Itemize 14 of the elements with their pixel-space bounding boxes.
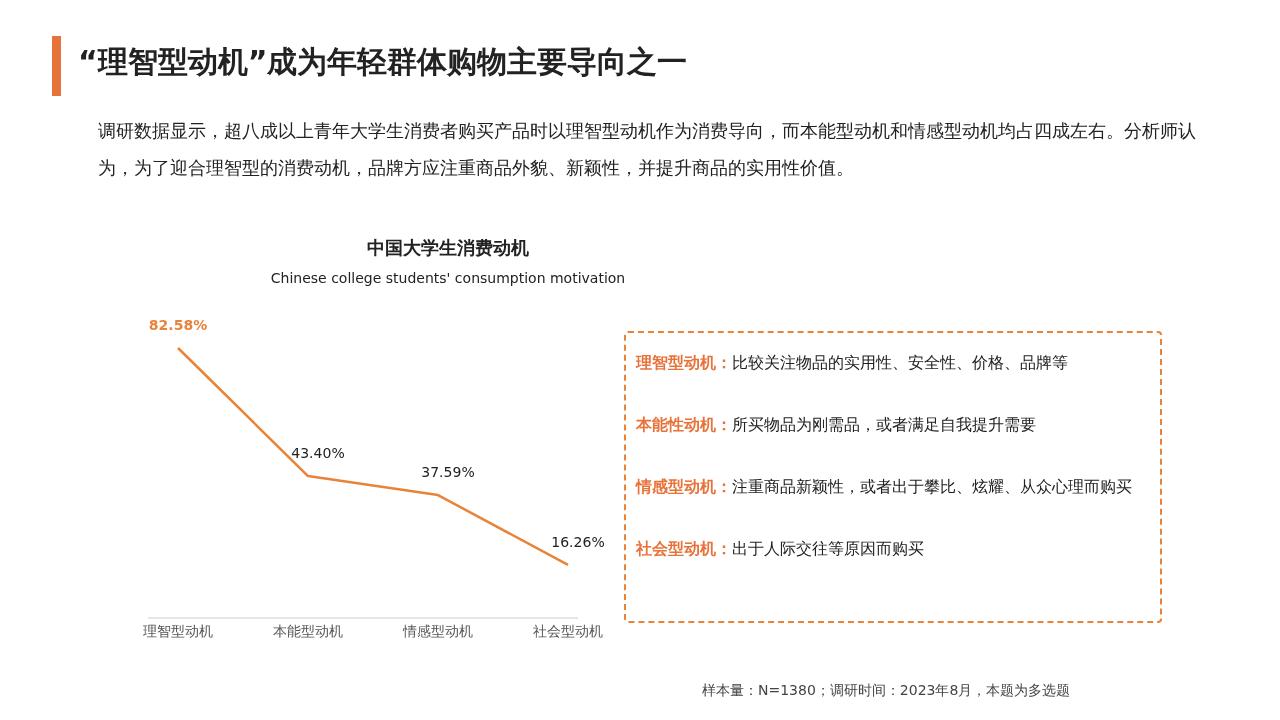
dashed-frame: 理智型动机：比较关注物品的实用性、安全性、价格、品牌等 本能性动机：所买物品为刚需品，或者满足自我提升需要 情感型动机：注重商品新颖性，或者出于攀比、炫耀、从众心理而购买 社会型动机：出于人际交往等原因而购买	[624, 331, 1162, 623]
data-label: 37.59%	[421, 464, 475, 481]
chart-subtitle: Chinese college students' consumption motivation	[269, 270, 627, 286]
x-tick-label: 理智型动机	[143, 622, 213, 639]
data-label: 82.58%	[148, 317, 208, 333]
text: 样本量：N=1380；调研时间：2023年8月，本题为多选题	[702, 682, 1071, 700]
data-label: 43.40%	[291, 445, 345, 462]
data-label: 16.26%	[551, 533, 605, 550]
chart-title: 中国大学生消费动机	[366, 236, 530, 260]
text: “理智型动机”成为年轻群体购物主要导向之一	[78, 43, 688, 81]
x-tick-label: 社会型动机	[533, 622, 603, 639]
x-tick-label: 情感型动机	[402, 622, 473, 639]
x-tick-label: 本能型动机	[273, 622, 343, 639]
text: 调研数据显示，超八成以上青年大学生消费者购买产品时以理智型动机作为消费导向，而本能型动机和情感型动机均占四成左右。分析师认为，为了迎合理智型的消费动机，品牌方应注重商品外貌、新颖性，并提升商品的实用性价值。	[98, 119, 1197, 180]
